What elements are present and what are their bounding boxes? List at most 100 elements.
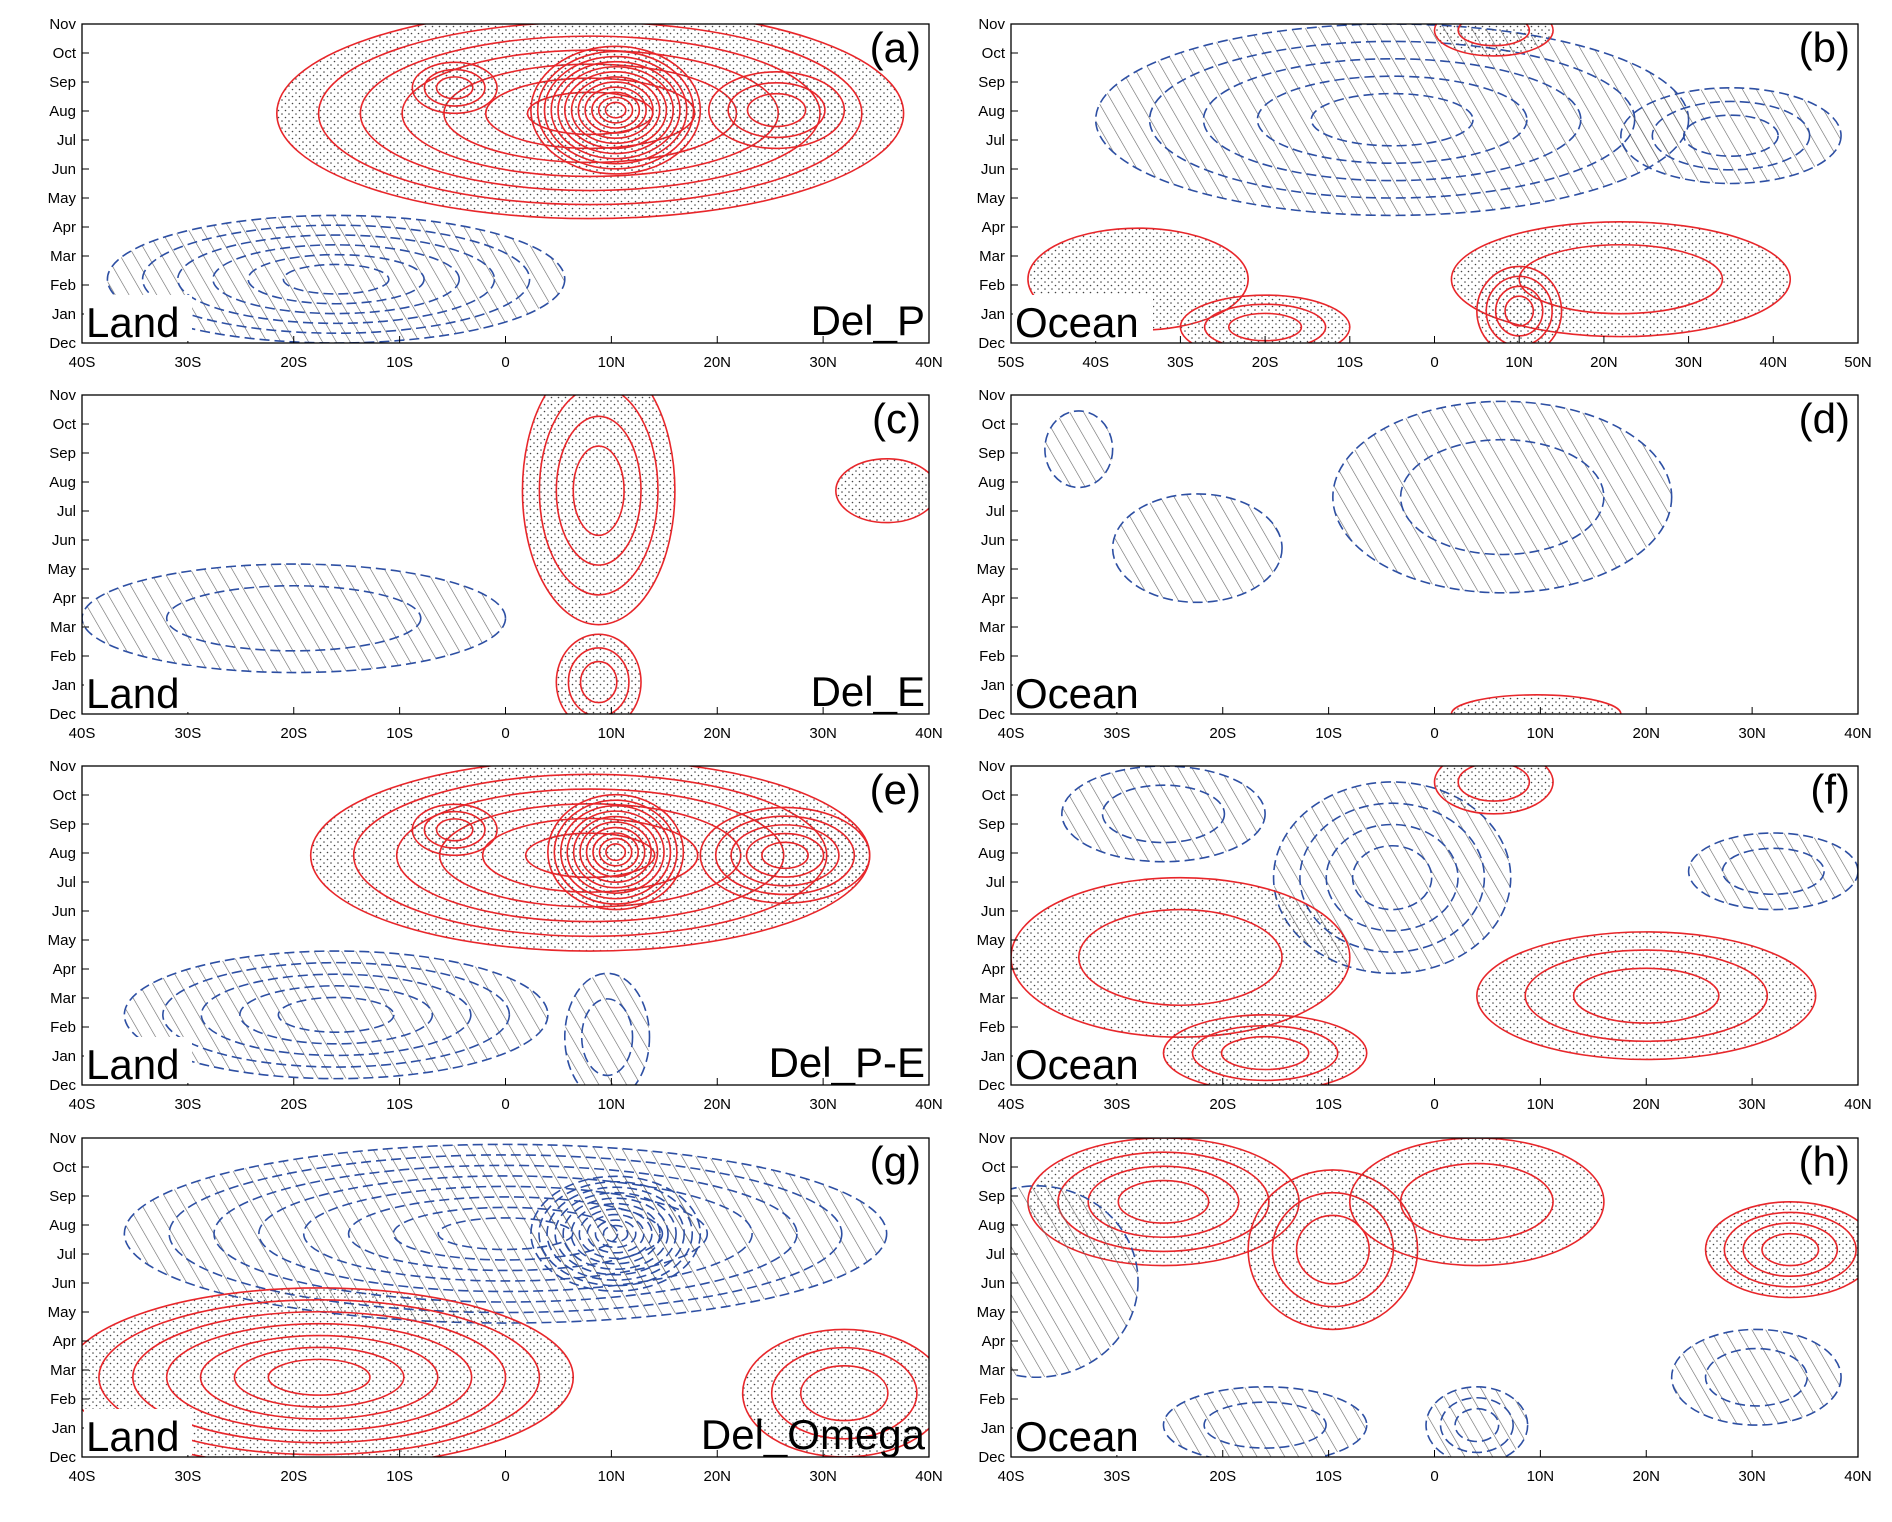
negative-contour: [282, 263, 390, 295]
x-tick-label: 30N: [1738, 1096, 1766, 1113]
y-tick-label: Apr: [982, 219, 1005, 236]
positive-contour: [835, 458, 929, 524]
region-label: Ocean: [1015, 1413, 1139, 1460]
x-tick-label: 40S: [1082, 354, 1109, 371]
positive-contour: [1349, 1138, 1605, 1267]
positive-contour: [1179, 294, 1351, 343]
negative-contour: [1425, 1386, 1529, 1457]
positive-contour: [746, 92, 807, 128]
y-tick-label: Dec: [49, 1449, 76, 1466]
x-tick-label: 40N: [1844, 725, 1872, 742]
y-tick-label: Jun: [52, 903, 76, 920]
y-tick-label: Jul: [57, 503, 76, 520]
x-tick-label: 10S: [1336, 354, 1363, 371]
negative-contour: [1162, 1386, 1368, 1457]
x-tick-label: 0: [1430, 1096, 1438, 1113]
contours: [1027, 24, 1842, 343]
positive-contour: [567, 647, 630, 714]
x-tick-label: 30N: [1738, 725, 1766, 742]
positive-contour: [199, 1334, 439, 1420]
y-tick-label: Aug: [978, 474, 1005, 491]
y-tick-label: Jan: [981, 1048, 1005, 1065]
x-tick-label: 20N: [1590, 354, 1618, 371]
region-bg: [1013, 666, 1153, 712]
positive-contour: [559, 804, 672, 900]
y-tick-label: Sep: [978, 1188, 1005, 1205]
negative-contour: [554, 1191, 677, 1276]
x-tick-label: 30N: [1738, 1468, 1766, 1485]
negative-contour: [1101, 784, 1226, 844]
panel-label: (f): [1810, 766, 1850, 813]
region-label: Ocean: [1015, 299, 1139, 346]
negative-contour: [1332, 400, 1673, 594]
positive-contour: [572, 815, 659, 889]
y-tick-label: Apr: [53, 219, 76, 236]
y-tick-label: Jun: [981, 903, 1005, 920]
y-tick-label: Nov: [49, 16, 76, 33]
y-tick-label: Feb: [50, 277, 76, 294]
y-tick-label: Feb: [979, 277, 1005, 294]
x-tick-label: 40S: [998, 1096, 1025, 1113]
contours: [82, 395, 929, 714]
y-tick-label: May: [977, 932, 1006, 949]
panel-label: (b): [1799, 24, 1850, 71]
positive-contour: [435, 76, 474, 100]
y-tick-label: Aug: [49, 1217, 76, 1234]
y-tick-label: Oct: [982, 45, 1006, 62]
y-tick-label: Apr: [53, 1333, 76, 1350]
negative-contour: [1399, 438, 1605, 556]
y-tick-label: Aug: [978, 1217, 1005, 1234]
positive-contour: [1457, 24, 1531, 47]
x-tick-label: 20N: [1632, 725, 1660, 742]
negative-contour: [538, 1180, 694, 1287]
negative-contour: [258, 1175, 753, 1293]
region-bg: [1013, 295, 1153, 341]
y-tick-label: Mar: [979, 248, 1005, 265]
negative-contour: [123, 950, 549, 1080]
y-tick-label: Sep: [978, 74, 1005, 91]
contours: [106, 24, 905, 343]
y-tick-label: Nov: [978, 16, 1005, 33]
y-tick-label: Nov: [978, 1130, 1005, 1147]
negative-contour: [1704, 1347, 1808, 1407]
y-tick-label: Jan: [981, 306, 1005, 323]
positive-contour: [1723, 1211, 1857, 1288]
x-tick-label: 40N: [1760, 354, 1788, 371]
x-tick-label: 0: [1430, 354, 1438, 371]
y-tick-label: Apr: [982, 590, 1005, 607]
y-tick-label: Dec: [978, 1449, 1005, 1466]
variable-label: Del_Omega: [701, 1411, 926, 1458]
negative-contour: [562, 1197, 669, 1271]
positive-contour: [727, 81, 826, 139]
x-tick-label: 30S: [1104, 725, 1131, 742]
panel-label: (a): [870, 24, 921, 71]
positive-contour: [584, 86, 647, 134]
positive-contour: [423, 68, 486, 107]
y-tick-label: Jun: [981, 532, 1005, 549]
y-tick-label: Jun: [52, 161, 76, 178]
contours: [1011, 766, 1858, 1085]
x-tick-label: 20S: [280, 1096, 307, 1113]
positive-contour: [423, 810, 486, 849]
y-tick-label: Jan: [52, 306, 76, 323]
region-bg: [84, 666, 192, 712]
region-label: Land: [86, 1413, 179, 1460]
positive-contour: [317, 24, 863, 206]
panel: 50S 40S 30S 20S 10S 0 10N 20N 30N 40N 50N Dec Jan Feb…: [977, 16, 1872, 371]
positive-contour: [1117, 1179, 1210, 1224]
negative-contour: [1203, 1401, 1327, 1449]
x-tick-label: 30S: [175, 1468, 202, 1485]
x-tick-label: 30N: [1675, 354, 1703, 371]
x-tick-label: 0: [1430, 725, 1438, 742]
negative-contour: [213, 1164, 798, 1303]
positive-contour: [579, 821, 652, 884]
x-tick-label: 30S: [1104, 1096, 1131, 1113]
panel-label: (c): [872, 395, 921, 442]
y-tick-label: Jan: [52, 677, 76, 694]
x-tick-label: 30S: [1104, 1468, 1131, 1485]
y-tick-label: Aug: [978, 845, 1005, 862]
positive-contour: [555, 633, 642, 714]
x-tick-label: 50S: [998, 354, 1025, 371]
positive-contour: [1162, 1014, 1368, 1085]
negative-contour: [1351, 844, 1433, 911]
